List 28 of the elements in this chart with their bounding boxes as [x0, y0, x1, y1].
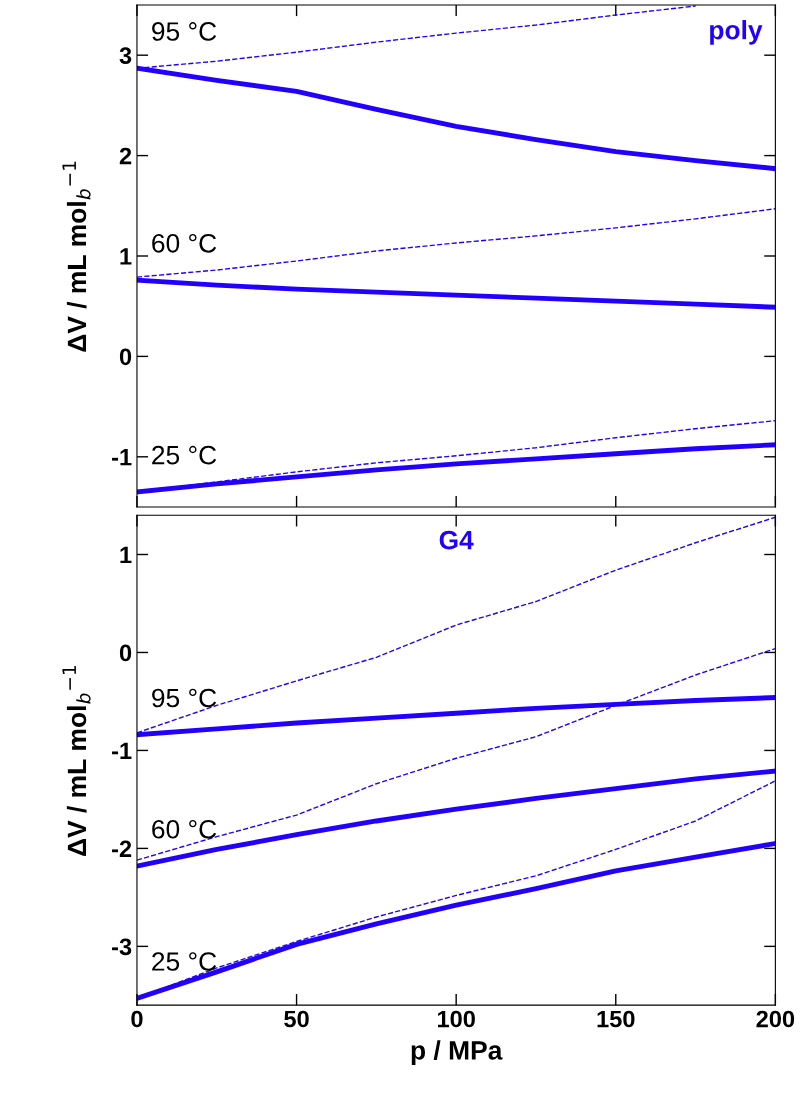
y-axis-title: ΔV / mL mol$_{b}$$^{−1}$ — [62, 161, 91, 352]
x-tick-label: 50 — [284, 1010, 309, 1028]
annotation: 60 °C — [152, 819, 217, 839]
line-series — [136, 768, 776, 869]
y-tick-label: 1 — [120, 546, 132, 564]
line-series — [136, 647, 776, 861]
chart-title: G4 — [439, 530, 474, 550]
x-tick-label: 100 — [437, 1010, 475, 1028]
y-tick-label: -1 — [112, 742, 132, 759]
annotation: 25 °C — [152, 952, 217, 971]
annotation: 60 °C — [152, 233, 217, 253]
text: poly — [710, 20, 763, 45]
y-tick-label: 3 — [119, 47, 132, 64]
y-tick-label: -2 — [112, 840, 132, 857]
annotation: 95 °C — [152, 22, 217, 41]
annotation: 25 °C — [152, 445, 217, 465]
x-tick-label: 150 — [597, 1010, 635, 1028]
y-tick-label: 2 — [119, 147, 132, 165]
y-axis-title: ΔV / mL mol$_{b}$$^{−1}$ — [62, 666, 91, 856]
y-tick-label: 1 — [120, 248, 132, 265]
x-tick-label: 200 — [756, 1010, 795, 1028]
y-tick-label: 0 — [119, 644, 132, 662]
y-tick-label: 0 — [119, 348, 132, 366]
x-axis-title: p / MPa — [411, 1040, 503, 1065]
y-tick-label: -3 — [112, 938, 132, 956]
annotation: 95 °C — [152, 688, 217, 708]
y-tick-label: -1 — [112, 449, 132, 466]
x-tick-label: 0 — [131, 1010, 143, 1028]
